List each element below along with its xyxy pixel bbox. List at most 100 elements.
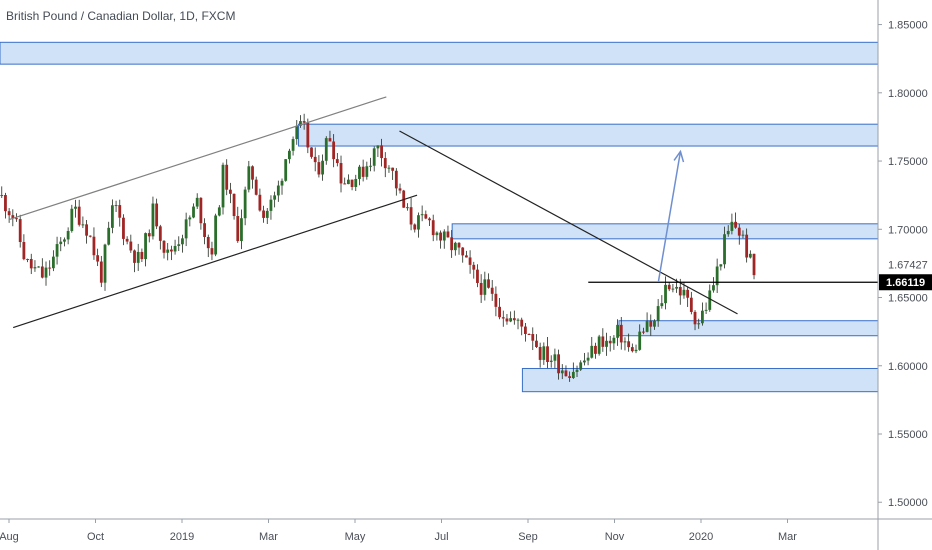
candle-body — [623, 341, 627, 343]
candle-body — [675, 286, 678, 289]
candle-body — [730, 221, 734, 231]
candle-body — [579, 362, 583, 370]
candle-body — [11, 215, 15, 219]
candle-body — [302, 121, 306, 123]
candle-body — [667, 284, 671, 290]
candle-body — [144, 233, 147, 260]
candle-body — [29, 258, 33, 269]
candle-body — [398, 188, 402, 191]
candle-body — [350, 179, 354, 187]
candle-body — [313, 156, 317, 163]
candle-body — [608, 340, 612, 344]
candle-body — [483, 279, 487, 295]
zone-2 — [451, 223, 879, 240]
candle-body — [512, 318, 516, 321]
candle-body — [501, 317, 505, 319]
candle-body — [88, 235, 92, 237]
candle-body — [247, 166, 251, 190]
candle-body — [723, 234, 726, 265]
candle-body — [708, 290, 712, 310]
candle-body — [225, 164, 229, 190]
candle-body — [240, 218, 243, 242]
candle-body — [51, 256, 55, 269]
x-tick-label: 2020 — [689, 531, 713, 543]
candle-body — [516, 319, 520, 321]
candle-body — [616, 324, 619, 338]
zone-4 — [521, 367, 879, 393]
candle-body — [745, 234, 749, 258]
candle-body — [107, 227, 111, 245]
candle-body — [527, 333, 531, 335]
trendline-1 — [12, 194, 418, 329]
candle-body — [380, 145, 383, 159]
candle-body — [221, 164, 225, 208]
candle-body — [7, 211, 11, 216]
candle-body — [59, 241, 63, 245]
candle-body — [505, 318, 509, 322]
candle-body — [439, 232, 442, 241]
candle-body — [369, 165, 372, 167]
candle-body — [490, 287, 494, 294]
x-tick-label: Sep — [518, 531, 538, 543]
candle-body — [726, 230, 730, 235]
candles-layer — [0, 113, 756, 382]
candle-body — [26, 258, 29, 260]
candle-body — [236, 216, 240, 242]
y-tick-label: 1.50000 — [888, 497, 928, 509]
candle-body — [590, 345, 594, 358]
x-tick-label: Mar — [778, 531, 797, 543]
candle-body — [546, 346, 549, 362]
candle-body — [748, 253, 752, 258]
candle-body — [582, 360, 586, 363]
candle-body — [4, 195, 7, 212]
candle-body — [217, 207, 221, 216]
candle-body — [431, 220, 435, 236]
candle-body — [435, 232, 439, 236]
candle-body — [450, 237, 454, 251]
candle-body — [228, 189, 232, 194]
candle-body — [664, 284, 667, 304]
candle-body — [464, 255, 468, 258]
candle-body — [74, 206, 77, 209]
candle-body — [155, 203, 159, 227]
candle-body — [383, 158, 387, 169]
candle-body — [321, 160, 324, 175]
candle-body — [44, 267, 48, 278]
candle-body — [612, 337, 616, 344]
candle-body — [85, 224, 88, 236]
candle-body — [243, 189, 247, 219]
candle-body — [181, 238, 184, 245]
candle-body — [719, 264, 723, 267]
candle-body — [114, 205, 118, 207]
candle-body — [214, 215, 218, 255]
x-tick-label: Oct — [87, 531, 104, 543]
candle-body — [671, 288, 675, 290]
candle-body — [627, 341, 631, 348]
candle-body — [594, 345, 597, 354]
candle-body — [645, 321, 649, 332]
candle-body — [734, 221, 737, 228]
candle-body — [133, 250, 136, 263]
candle-body — [203, 223, 206, 237]
candle-body — [682, 289, 686, 296]
candle-body — [258, 194, 262, 211]
candle-body — [553, 354, 557, 361]
candle-body — [361, 166, 365, 177]
candle-body — [715, 266, 719, 286]
candle-body — [405, 207, 409, 209]
candle-body — [343, 183, 347, 185]
zones-layer — [0, 41, 879, 393]
candle-body — [549, 360, 553, 362]
x-tick-label: May — [345, 531, 366, 543]
candle-body — [538, 346, 542, 360]
candle-body — [262, 210, 265, 218]
candle-body — [571, 371, 575, 378]
candle-body — [192, 206, 195, 218]
candle-body — [92, 236, 96, 256]
candle-body — [96, 255, 100, 262]
candle-body — [63, 239, 66, 242]
candle-body — [597, 336, 601, 354]
zone-1 — [298, 123, 879, 147]
candle-body — [568, 376, 572, 378]
